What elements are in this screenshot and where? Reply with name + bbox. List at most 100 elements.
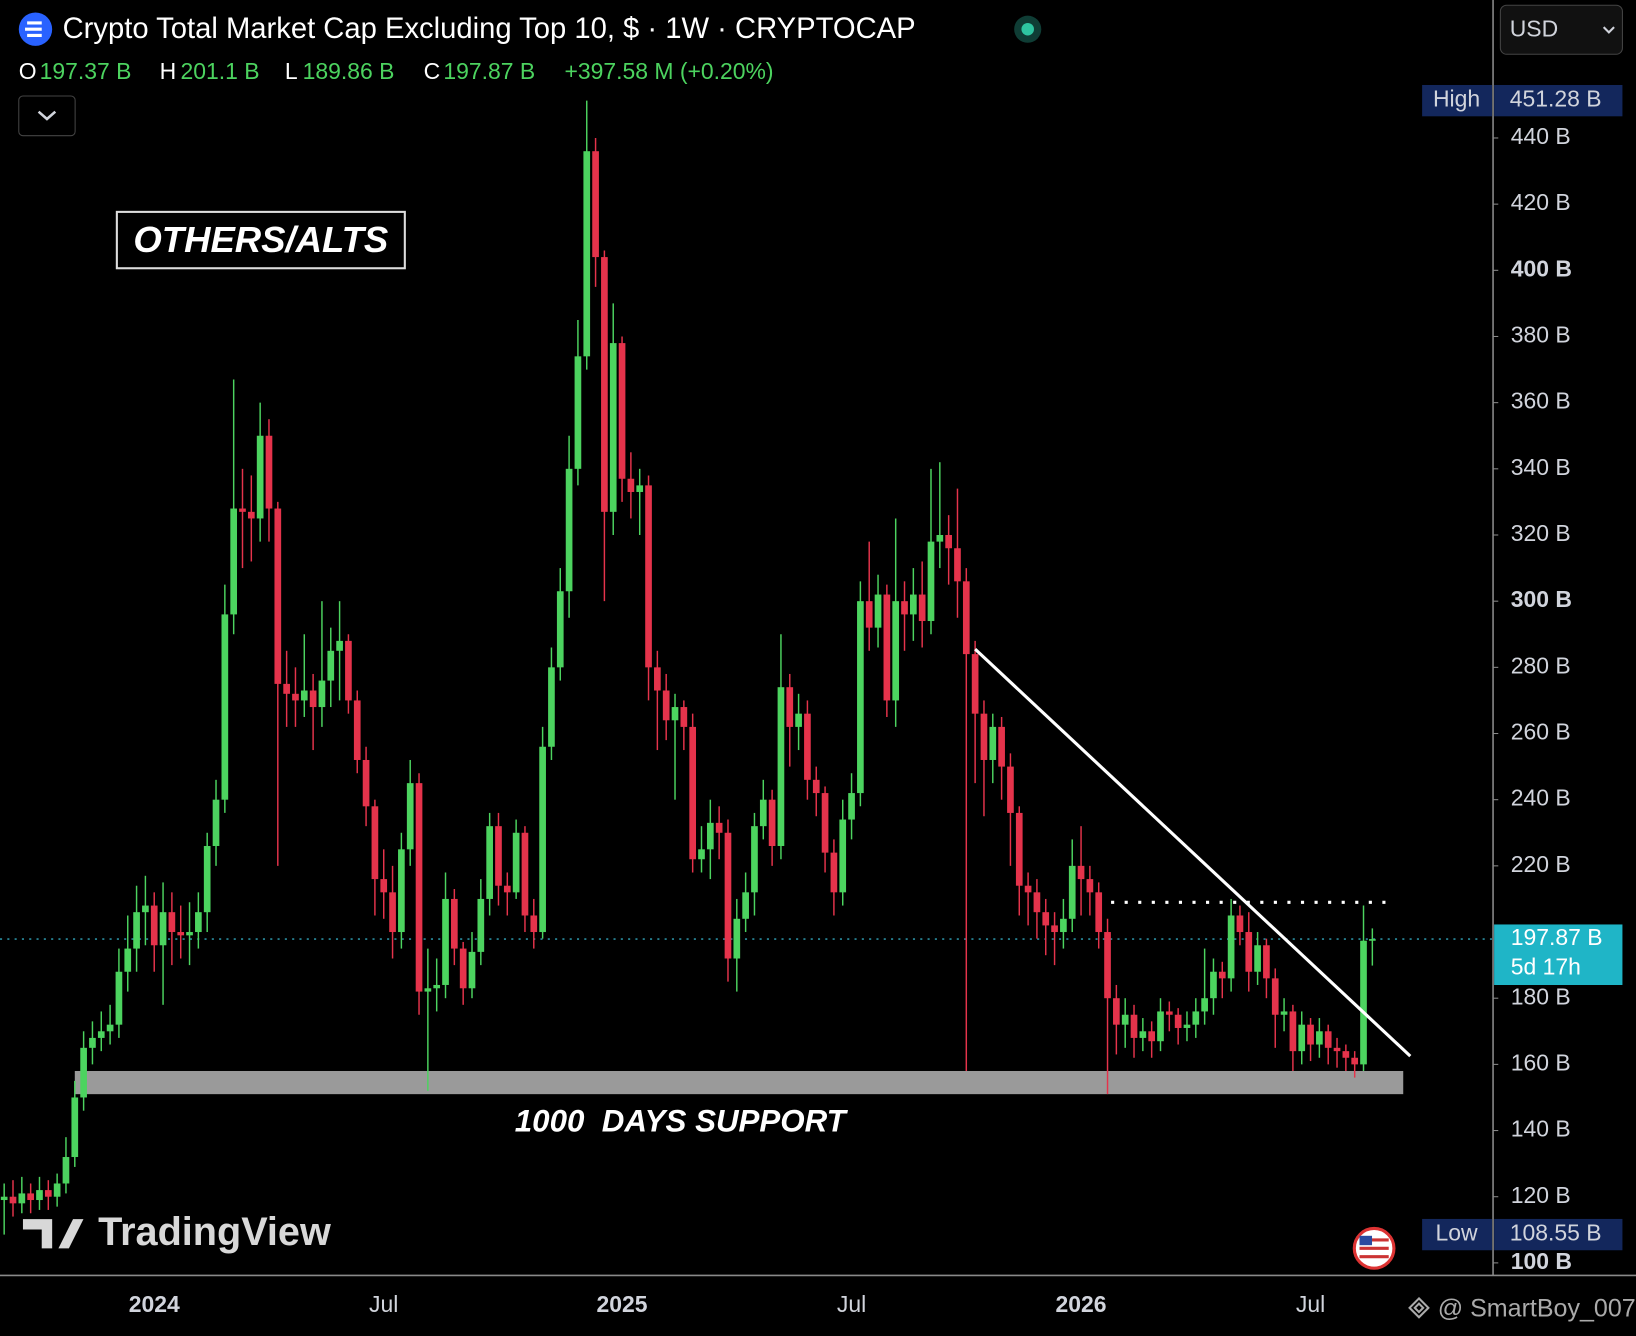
candle-body <box>583 151 591 357</box>
high-marker-value-box <box>1494 84 1623 117</box>
candle-body <box>1007 766 1014 813</box>
candle-body <box>18 1193 26 1204</box>
candle-body <box>698 849 705 860</box>
candle-body <box>142 905 149 913</box>
market-status-dot <box>1021 22 1034 36</box>
candle-body <box>1316 1031 1323 1045</box>
candle-body <box>636 485 644 492</box>
candle-body <box>733 918 741 959</box>
candle-body <box>0 1196 8 1201</box>
candle-body <box>680 707 688 727</box>
currency-arrow <box>1602 26 1615 34</box>
ohlc-key: C <box>424 58 441 84</box>
ohlc-value: 189.86 B <box>303 58 395 84</box>
candle-body <box>706 822 714 850</box>
low-marker-value: 108.55 B <box>1510 1220 1602 1246</box>
candle-body <box>1060 918 1067 933</box>
candle-body <box>512 832 520 893</box>
candle-body <box>821 793 829 853</box>
candle-body <box>115 971 123 1025</box>
candle-body <box>1068 865 1076 919</box>
ohlc-key: O <box>19 58 37 84</box>
candle-body <box>812 779 820 794</box>
candle-body <box>804 713 811 780</box>
x-tick-label: 2025 <box>597 1291 648 1317</box>
candle-body <box>1033 892 1041 913</box>
annotation-box <box>115 210 406 270</box>
candle-body <box>530 915 538 933</box>
ohlc-value: 201.1 B <box>181 58 260 84</box>
candle-body <box>1104 932 1111 999</box>
candle-body <box>124 948 132 972</box>
candle-body <box>1298 1024 1306 1052</box>
countdown: 5d 17h <box>1511 953 1581 979</box>
y-tick-label: 140 B <box>1511 1116 1571 1142</box>
y-tick-label: 220 B <box>1511 851 1571 877</box>
candle-body <box>477 898 485 952</box>
collapse-button[interactable] <box>18 95 76 137</box>
candle-body <box>230 508 238 615</box>
candle-body <box>177 932 185 936</box>
candle-body <box>398 849 405 933</box>
y-tick-label: 360 B <box>1511 388 1571 414</box>
y-tick-label: 100 B <box>1511 1248 1572 1274</box>
currency-select[interactable] <box>1499 4 1623 55</box>
candle-body <box>645 485 652 668</box>
candle-body <box>1130 1014 1138 1038</box>
brand-logo <box>22 1219 84 1249</box>
ohlc-key: H <box>160 58 177 84</box>
support-zone <box>74 1070 1404 1095</box>
candle-body <box>309 690 317 708</box>
candle-body <box>1174 1014 1182 1028</box>
candle-body <box>1254 945 1261 972</box>
ohlc-value: 197.87 B <box>443 58 535 84</box>
candle-body <box>1210 971 1217 999</box>
candle-body <box>1369 939 1376 941</box>
candle-body <box>654 667 661 691</box>
candle-body <box>857 601 864 794</box>
candle-body <box>247 511 255 519</box>
candle-body <box>901 601 908 615</box>
candle-body <box>239 508 246 512</box>
candle-body <box>768 799 776 847</box>
candle-body <box>759 799 767 827</box>
low-marker-value-box <box>1494 1218 1623 1251</box>
candle-body <box>989 726 997 760</box>
candle-body <box>451 898 458 949</box>
candle-body <box>592 151 599 258</box>
candle-body <box>830 852 838 893</box>
candle-body <box>839 819 847 893</box>
candle-body <box>927 541 935 622</box>
candle-body <box>221 614 229 800</box>
candle-body <box>195 912 202 933</box>
candle-body <box>1236 915 1244 933</box>
candle-body <box>910 594 917 615</box>
candle-body <box>724 832 732 959</box>
chart-title: Crypto Total Market Cap Excluding Top 10… <box>63 13 916 45</box>
candle-body <box>689 726 697 860</box>
watermark: @ SmartBoy_007 <box>1438 1295 1636 1323</box>
last-price-box <box>1494 924 1623 986</box>
candle-body <box>1324 1031 1332 1048</box>
candle-body <box>918 594 926 622</box>
candle-body <box>1342 1051 1350 1058</box>
y-tick-label: 420 B <box>1511 189 1571 215</box>
brand: TradingView <box>98 1210 331 1254</box>
candle-body <box>786 687 794 727</box>
candle-body <box>97 1031 105 1038</box>
low-marker-text: Low <box>1435 1220 1478 1246</box>
candle-body <box>945 534 952 549</box>
candle-body <box>503 885 511 893</box>
candle-body <box>574 356 582 469</box>
candle-body <box>565 468 573 592</box>
candle-body <box>495 826 502 886</box>
collapse-icon <box>37 110 57 121</box>
candle-body <box>971 654 979 714</box>
x-tick-label: Jul <box>1296 1291 1325 1317</box>
y-tick-label: 280 B <box>1511 652 1571 678</box>
candle-body <box>353 700 361 760</box>
y-tick-label: 340 B <box>1511 454 1571 480</box>
candle-body <box>71 1097 79 1158</box>
